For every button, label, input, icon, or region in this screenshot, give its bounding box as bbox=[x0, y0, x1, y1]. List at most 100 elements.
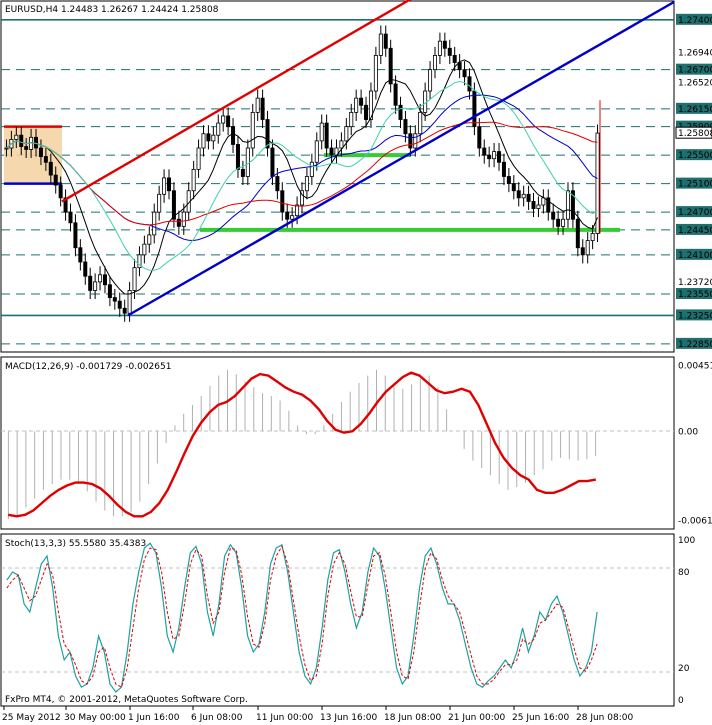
current-price-box bbox=[675, 126, 712, 139]
candle-body-15 bbox=[78, 247, 83, 263]
candle-body-32 bbox=[162, 177, 167, 195]
candle-body-29 bbox=[147, 234, 152, 245]
candle-body-62 bbox=[309, 161, 314, 177]
candle-body-41 bbox=[206, 133, 211, 142]
candle-body-46 bbox=[231, 126, 236, 145]
candle-body-54 bbox=[270, 147, 275, 177]
trendline-blue bbox=[127, 0, 675, 317]
trendline-red bbox=[61, 0, 412, 203]
time-tick-2: 1 Jun 16:00 bbox=[128, 713, 180, 723]
time-tick-5: 13 Jun 16:00 bbox=[320, 713, 377, 723]
macd-tick-0: 0.004519 bbox=[678, 361, 712, 371]
candle-body-26 bbox=[132, 267, 137, 291]
candle-body-100 bbox=[497, 151, 502, 163]
candle-body-80 bbox=[398, 104, 403, 120]
candle-body-12 bbox=[63, 197, 68, 213]
candle-body-27 bbox=[137, 254, 142, 269]
candle-body-109 bbox=[541, 197, 546, 206]
candle-body-21 bbox=[107, 284, 112, 298]
current-price-label: 1.25808 bbox=[678, 129, 712, 139]
candle-body-82 bbox=[408, 133, 413, 149]
price-axis: 1.274001.269401.267001.265201.261501.259… bbox=[675, 13, 712, 350]
candle-body-19 bbox=[98, 274, 103, 283]
price-tick-box-4 bbox=[676, 102, 712, 114]
candle-body-120 bbox=[595, 132, 600, 234]
candle-body-70 bbox=[349, 111, 354, 128]
candle-body-79 bbox=[393, 83, 398, 106]
candle-body-55 bbox=[275, 176, 280, 192]
candle-body-60 bbox=[299, 190, 304, 206]
candle-body-38 bbox=[191, 168, 196, 192]
price-tick-14: 1.23250 bbox=[678, 311, 712, 321]
candle-body-44 bbox=[221, 115, 226, 124]
candle-body-17 bbox=[88, 275, 93, 291]
price-tick-3: 1.26520 bbox=[678, 78, 712, 88]
candle-body-10 bbox=[53, 174, 58, 186]
stoch-label: Stoch(13,3,3) 55.5580 35.4383 bbox=[5, 539, 146, 549]
candle-body-77 bbox=[383, 33, 388, 49]
time-tick-8: 25 Jun 16:00 bbox=[512, 713, 569, 723]
candle-body-13 bbox=[68, 211, 73, 224]
time-axis: 25 May 2012 30 May 00:00 1 Jun 16:00 6 Jun … bbox=[2, 706, 633, 723]
candle-body-103 bbox=[511, 183, 516, 192]
candle-body-24 bbox=[122, 307, 127, 314]
candle-body-89 bbox=[442, 40, 447, 49]
time-tick-9: 28 Jun 08:00 bbox=[576, 713, 633, 723]
moving-average-0 bbox=[6, 59, 598, 295]
candle-body-78 bbox=[388, 47, 393, 85]
candle-body-23 bbox=[117, 300, 122, 309]
candle-body-74 bbox=[368, 90, 373, 120]
trendlines bbox=[61, 0, 675, 317]
candle-body-4 bbox=[24, 146, 29, 150]
candle-body-11 bbox=[58, 184, 63, 199]
candle-body-71 bbox=[354, 97, 359, 113]
candle-body-96 bbox=[477, 126, 482, 149]
price-tick-0: 1.27400 bbox=[678, 16, 712, 26]
price-tick-11: 1.24100 bbox=[678, 251, 712, 261]
macd-histogram bbox=[7, 369, 597, 520]
candle-body-58 bbox=[290, 215, 295, 220]
time-tick-4: 11 Jun 00:00 bbox=[256, 713, 313, 723]
candle-body-0 bbox=[4, 147, 9, 150]
candle-body-102 bbox=[506, 176, 511, 185]
candle-body-69 bbox=[344, 126, 349, 142]
price-tick-4: 1.26150 bbox=[678, 105, 712, 115]
price-tick-box-11 bbox=[676, 248, 712, 260]
candle-body-56 bbox=[280, 190, 285, 213]
time-tick-0: 25 May 2012 bbox=[2, 713, 61, 723]
stoch-axis: 100 80 20 0 bbox=[678, 536, 695, 706]
candle-body-47 bbox=[235, 144, 240, 170]
candle-body-72 bbox=[359, 97, 364, 106]
candle-body-28 bbox=[142, 243, 147, 256]
watermark: FxPro MT4, © 2001-2012, MetaQuotes Softw… bbox=[5, 695, 248, 705]
candle-body-76 bbox=[378, 33, 383, 56]
candle-body-93 bbox=[462, 69, 467, 78]
candle-body-87 bbox=[432, 55, 437, 71]
time-tick-6: 18 Jun 08:00 bbox=[384, 713, 441, 723]
support-resistance-levels bbox=[1, 19, 674, 345]
candle-body-61 bbox=[304, 176, 309, 192]
price-tick-2: 1.26700 bbox=[678, 66, 712, 76]
candle-body-83 bbox=[413, 133, 418, 149]
candle-body-51 bbox=[255, 97, 260, 113]
candle-body-85 bbox=[423, 90, 428, 113]
candle-body-73 bbox=[364, 104, 369, 120]
candle-body-35 bbox=[176, 218, 181, 227]
price-tick-box-8 bbox=[676, 177, 712, 189]
candle-body-92 bbox=[457, 62, 462, 71]
candle-body-94 bbox=[467, 76, 472, 92]
macd-panel-frame bbox=[0, 356, 675, 530]
price-tick-10: 1.24450 bbox=[678, 226, 712, 236]
candle-body-104 bbox=[516, 190, 521, 199]
stoch-panel-frame bbox=[0, 533, 675, 707]
price-tick-7: 1.25500 bbox=[678, 151, 712, 161]
candle-body-39 bbox=[196, 147, 201, 170]
candle-body-90 bbox=[447, 47, 452, 56]
candle-body-86 bbox=[428, 69, 433, 92]
price-tick-box-7 bbox=[676, 149, 712, 161]
price-tick-12: 1.23720 bbox=[678, 278, 712, 288]
stoch-tick-3: 0 bbox=[678, 696, 684, 706]
price-tick-box-9 bbox=[676, 206, 712, 218]
macd-signal-line bbox=[7, 371, 597, 518]
